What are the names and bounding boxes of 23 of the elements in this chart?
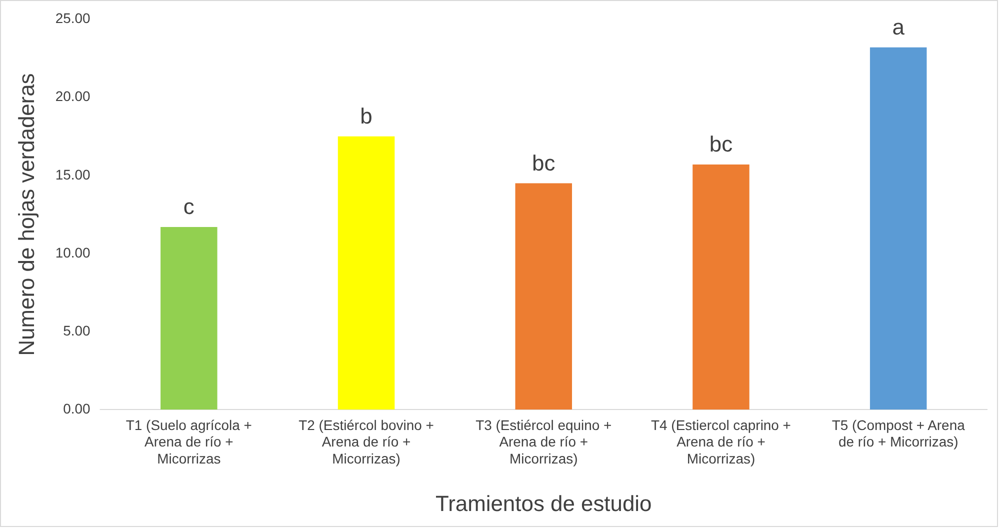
x-axis-title: Tramientos de estudio: [435, 490, 652, 516]
y-tick-label: 20.00: [55, 88, 90, 104]
y-tick-label: 0.00: [63, 400, 90, 416]
bar: [160, 226, 218, 410]
x-tick-label: T5 (Compost + Arena de río + Micorrizas): [832, 416, 966, 450]
bar: [692, 164, 750, 410]
y-axis-title: Numero de hojas verdaderas: [14, 73, 40, 356]
x-tick-label: T4 (Estiercol caprino + Arena de río + Micorrizas): [651, 416, 791, 466]
y-tick-label: 25.00: [55, 10, 90, 26]
annotation: bc: [532, 150, 556, 176]
bar: [515, 183, 572, 410]
bar: [338, 136, 395, 410]
x-tick-label: T2 (Estiércol bovino + Arena de río + Micorrizas): [298, 416, 434, 466]
y-tick-label: 15.00: [55, 166, 90, 182]
annotation: c: [183, 194, 194, 220]
annotation: b: [360, 104, 372, 129]
annotation: a: [892, 14, 906, 40]
annotation: bc: [709, 132, 733, 157]
bar: [870, 47, 927, 410]
y-tick-label: 5.00: [63, 322, 90, 338]
y-tick-label: 10.00: [55, 244, 90, 260]
x-tick-label: T1 (Suelo agrícola + Arena de río + Micorrizas: [126, 416, 252, 466]
x-tick-label: T3 (Estiércol equino + Arena de río + Micorrizas): [476, 416, 612, 466]
